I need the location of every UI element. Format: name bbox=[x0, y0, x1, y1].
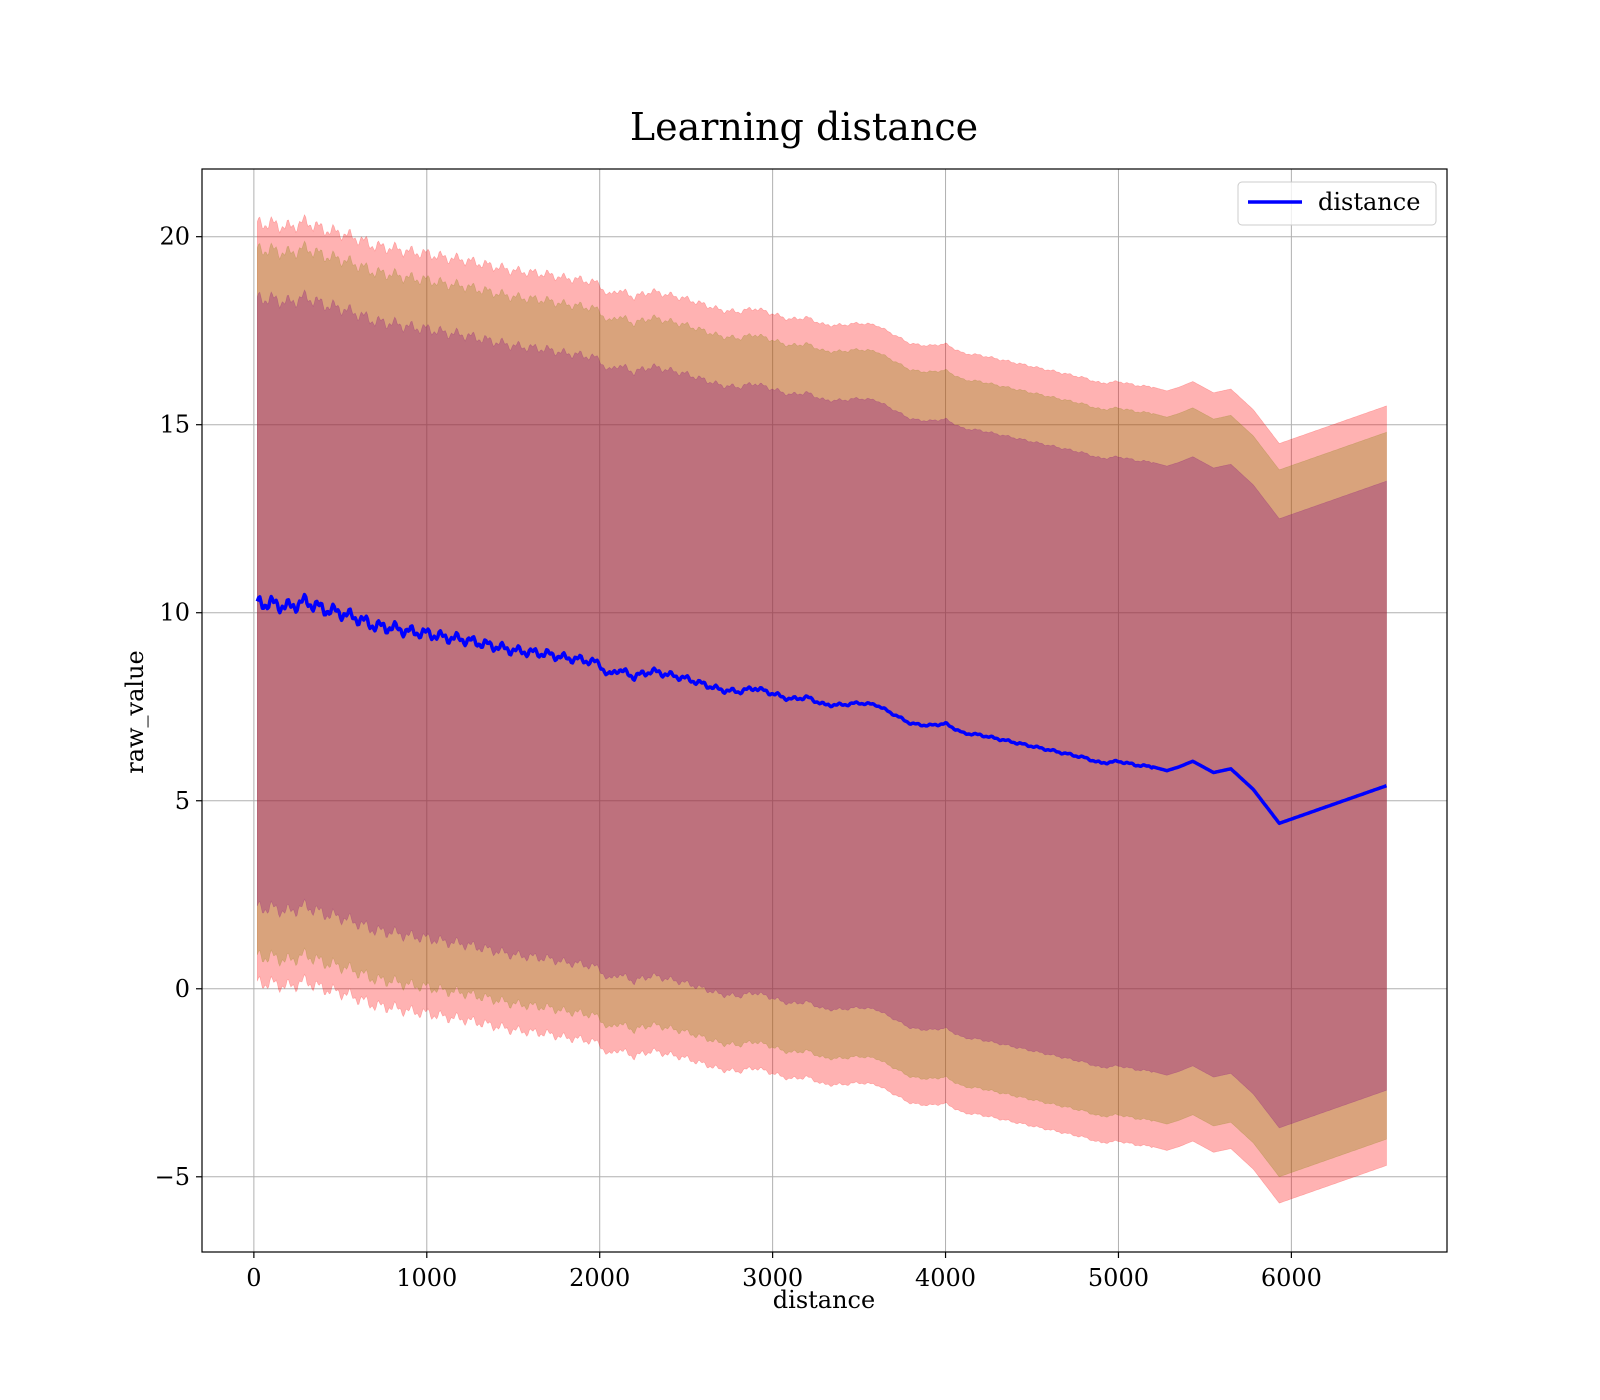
std-band-1 bbox=[257, 289, 1387, 1129]
y-tick-label: 0 bbox=[175, 975, 190, 1003]
plot-frame bbox=[201, 168, 1448, 1253]
x-axis-ticks: 0 1000 2000 3000 4000 5000 6000 bbox=[246, 1252, 1322, 1292]
grid-lines bbox=[202, 169, 1447, 1252]
series-lines bbox=[255, 592, 1388, 826]
std-bands bbox=[257, 214, 1387, 1204]
y-tick-label: 5 bbox=[175, 787, 190, 815]
y-tick-label: 20 bbox=[159, 223, 190, 251]
y-tick-label: 10 bbox=[159, 599, 190, 627]
legend: distance bbox=[1237, 181, 1437, 226]
x-tick-label: 6000 bbox=[1261, 1264, 1322, 1292]
x-tick-label: 3000 bbox=[742, 1264, 803, 1292]
y-axis-ticks: −5 0 5 10 15 20 bbox=[155, 223, 202, 1191]
x-tick-label: 0 bbox=[246, 1264, 261, 1292]
x-tick-label: 2000 bbox=[569, 1264, 630, 1292]
chart-title: Learning distance bbox=[630, 105, 978, 149]
series-line-distance bbox=[255, 592, 1388, 826]
std-band-3 bbox=[257, 214, 1387, 1204]
x-axis-label: distance bbox=[773, 1286, 875, 1314]
x-tick-label: 5000 bbox=[1088, 1264, 1149, 1292]
y-tick-label: 15 bbox=[159, 411, 190, 439]
y-tick-label: −5 bbox=[155, 1163, 190, 1191]
legend-label-distance: distance bbox=[1318, 188, 1420, 216]
y-axis-label: raw_value bbox=[121, 650, 149, 774]
legend-box bbox=[1237, 181, 1437, 226]
std-band-2 bbox=[257, 240, 1387, 1178]
x-tick-label: 4000 bbox=[915, 1264, 976, 1292]
x-tick-label: 1000 bbox=[396, 1264, 457, 1292]
